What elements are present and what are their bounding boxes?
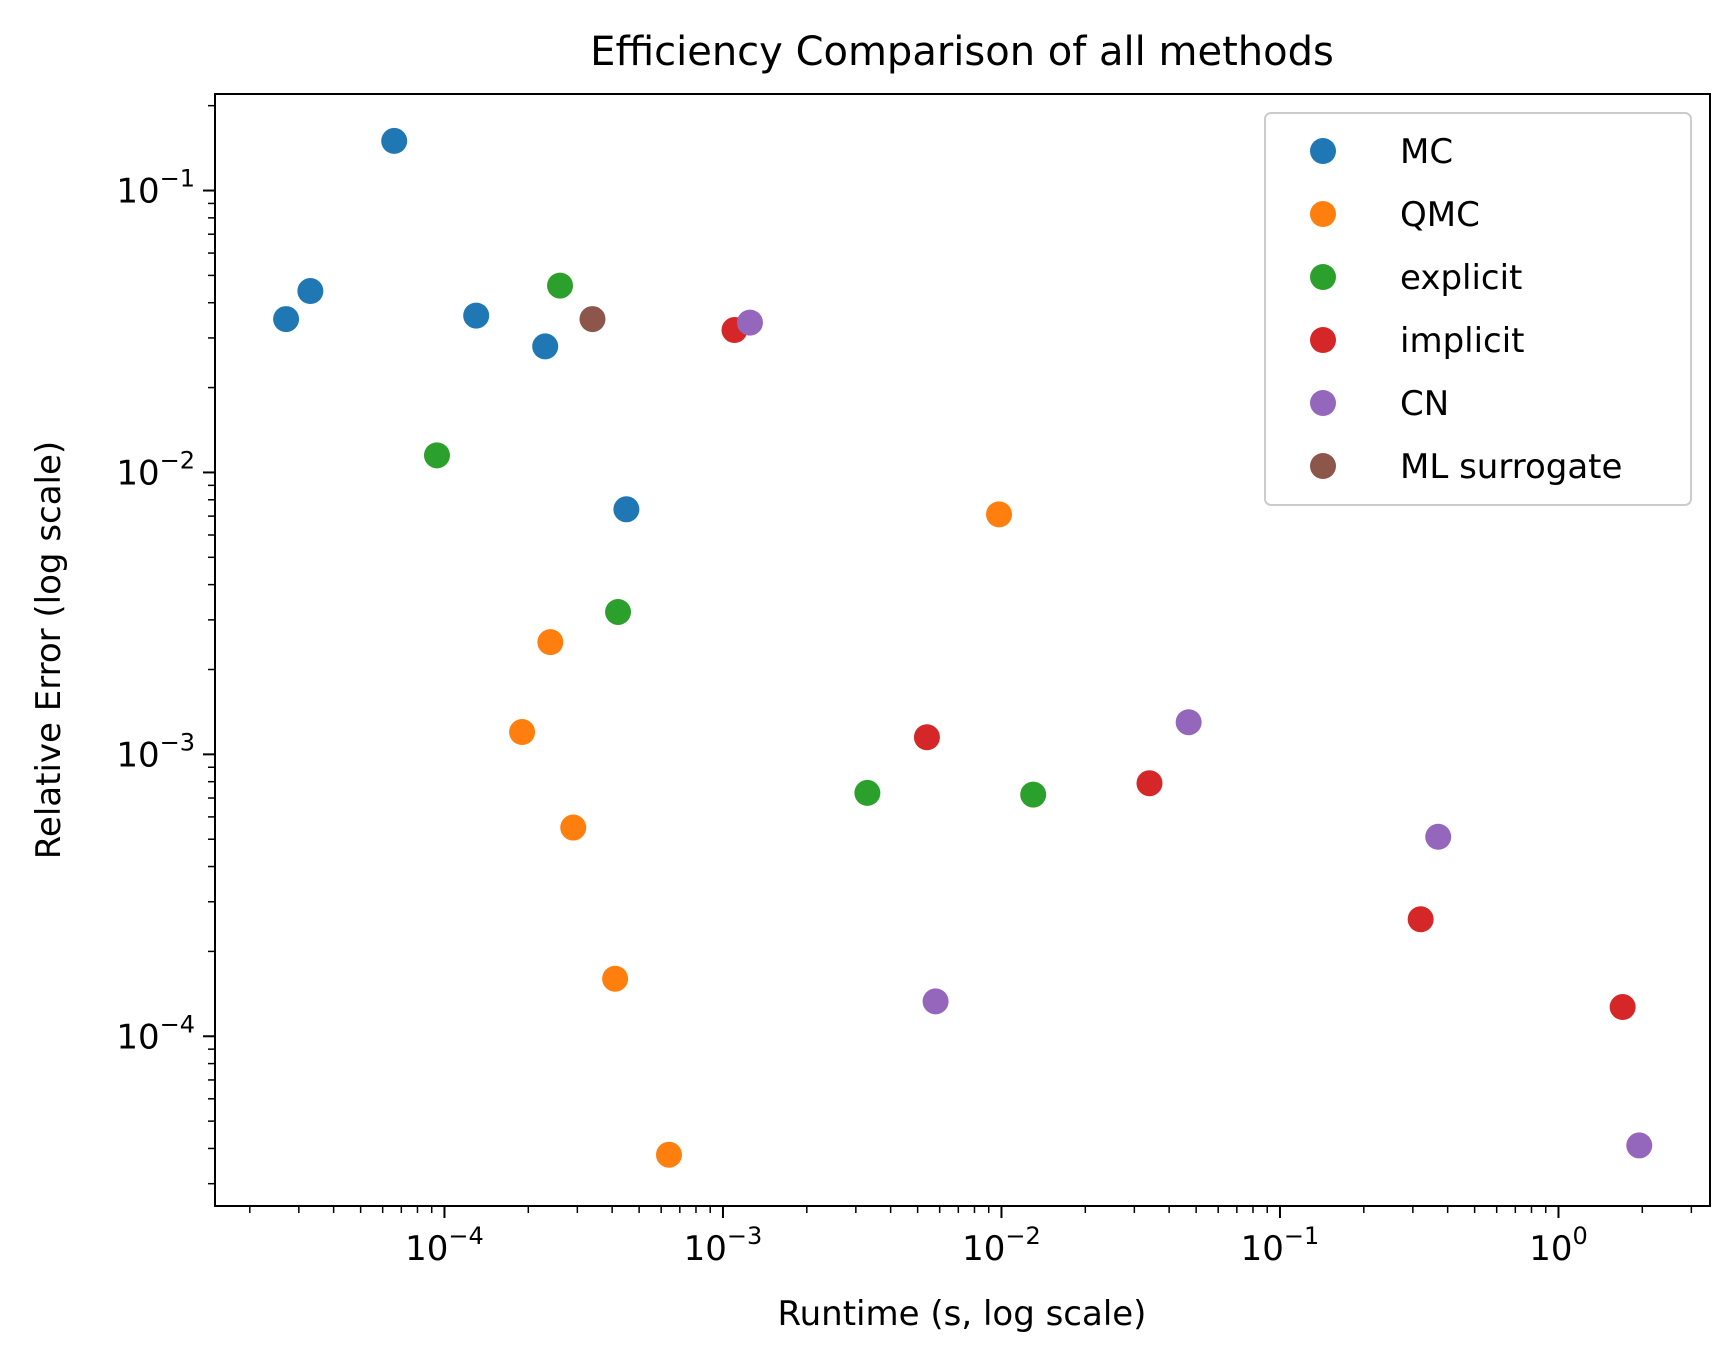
point-explicit xyxy=(547,272,574,299)
point-explicit xyxy=(1020,781,1047,808)
x-tick-label-base: 10 xyxy=(1241,1229,1284,1269)
point-qmc xyxy=(509,719,536,746)
legend-label-ml-surrogate: ML surrogate xyxy=(1400,447,1622,487)
x-tick-label: 10−1 xyxy=(1241,1222,1320,1269)
point-implicit xyxy=(1407,906,1434,933)
y-axis-label: Relative Error (log scale) xyxy=(29,441,69,859)
x-tick-label-exponent: 0 xyxy=(1572,1222,1587,1250)
legend-marker-explicit xyxy=(1310,264,1336,290)
point-implicit xyxy=(913,724,940,751)
point-mc xyxy=(532,333,559,360)
x-tick-label: 10−3 xyxy=(684,1222,763,1269)
legend-label-mc: MC xyxy=(1400,132,1453,172)
y-tick-label: 10−4 xyxy=(116,1010,195,1057)
point-cn xyxy=(922,988,949,1015)
point-mc xyxy=(381,127,408,154)
x-tick-label-exponent: −1 xyxy=(1284,1222,1319,1250)
point-cn xyxy=(1175,709,1202,736)
x-axis-label: Runtime (s, log scale) xyxy=(778,1294,1147,1334)
point-mc xyxy=(273,306,300,333)
point-qmc xyxy=(537,629,564,656)
y-tick-label-exponent: −2 xyxy=(160,446,195,474)
data-points xyxy=(273,127,1653,1168)
point-mc xyxy=(463,302,490,329)
point-mc xyxy=(297,278,324,305)
point-mc xyxy=(613,496,640,523)
x-tick-label-exponent: −4 xyxy=(448,1222,483,1250)
point-explicit xyxy=(605,598,632,625)
point-cn xyxy=(1425,823,1452,850)
legend-label-explicit: explicit xyxy=(1400,258,1522,298)
x-tick-label-base: 10 xyxy=(1529,1229,1572,1269)
point-cn xyxy=(1626,1132,1653,1159)
x-tick-label: 100 xyxy=(1529,1222,1588,1269)
y-tick-label-exponent: −4 xyxy=(160,1010,195,1038)
x-tick-label-exponent: −3 xyxy=(727,1222,762,1250)
legend: MC QMC explicit implicit CN ML surrogate xyxy=(1264,112,1692,506)
plot-frame xyxy=(214,93,1711,1207)
y-tick-label-base: 10 xyxy=(116,453,159,493)
minor-ticks xyxy=(208,104,1693,1213)
y-tick-label: 10−2 xyxy=(116,446,195,493)
x-tick-label-base: 10 xyxy=(684,1229,727,1269)
x-tick-label-exponent: −2 xyxy=(1005,1222,1040,1250)
legend-label-implicit: implicit xyxy=(1400,321,1525,361)
legend-box xyxy=(1264,112,1692,506)
legend-marker-mc xyxy=(1310,138,1336,164)
legend-marker-ml-surrogate xyxy=(1310,453,1336,479)
legend-label-qmc: QMC xyxy=(1400,195,1480,235)
chart-title: Efficiency Comparison of all methods xyxy=(590,29,1334,75)
legend-marker-cn xyxy=(1310,390,1336,416)
y-tick-label-base: 10 xyxy=(116,1017,159,1057)
legend-marker-qmc xyxy=(1310,201,1336,227)
legend-marker-implicit xyxy=(1310,327,1336,353)
point-qmc xyxy=(655,1141,682,1168)
y-tick-label: 10−3 xyxy=(116,728,195,775)
y-tick-label-base: 10 xyxy=(116,172,159,212)
y-tick-label-exponent: −1 xyxy=(160,165,195,193)
point-cn xyxy=(736,309,763,336)
point-qmc xyxy=(986,501,1013,528)
y-tick-label-exponent: −3 xyxy=(160,728,195,756)
y-tick-label-base: 10 xyxy=(116,735,159,775)
point-explicit xyxy=(423,442,450,469)
point-explicit xyxy=(854,779,881,806)
point-qmc xyxy=(560,814,587,841)
point-implicit xyxy=(1609,994,1636,1021)
x-tick-label-base: 10 xyxy=(962,1229,1005,1269)
point-ml-surrogate xyxy=(579,306,606,333)
legend-label-cn: CN xyxy=(1400,384,1449,424)
point-implicit xyxy=(1136,770,1163,797)
x-tick-label-base: 10 xyxy=(405,1229,448,1269)
x-tick-label: 10−4 xyxy=(405,1222,484,1269)
x-tick-label: 10−2 xyxy=(962,1222,1041,1269)
y-tick-label: 10−1 xyxy=(116,165,195,212)
point-qmc xyxy=(602,965,629,992)
